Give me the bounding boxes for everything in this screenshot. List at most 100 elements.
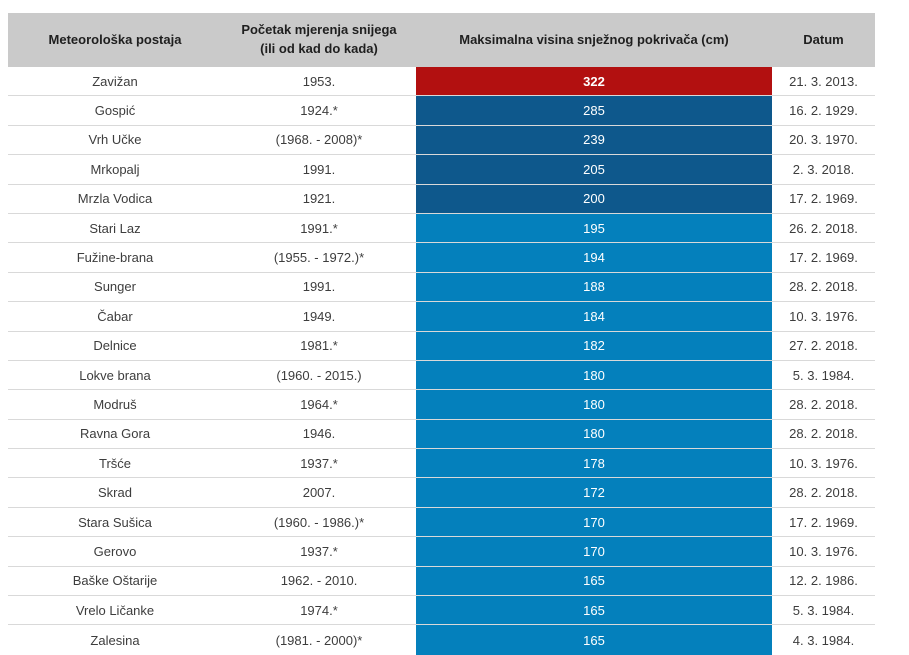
table-row: Gospić 1924.* 285 16. 2. 1929. (8, 96, 875, 126)
date-cell: 27. 2. 2018. (789, 338, 858, 354)
header-station-label: Meteorološka postaja (48, 31, 182, 47)
value-bar: 322 (416, 67, 772, 96)
period-cell: 1962. - 2010. (280, 573, 358, 589)
value-bar: 165 (416, 596, 772, 625)
table-row: Zalesina (1981. - 2000)* 165 4. 3. 1984. (8, 625, 875, 655)
table-row: Stara Sušica (1960. - 1986.)* 170 17. 2.… (8, 507, 875, 538)
date-cell: 10. 3. 1976. (789, 455, 858, 471)
header-max-snow-label: Maksimalna visina snježnog pokrivača (cm… (459, 31, 729, 47)
period-cell: (1981. - 2000)* (275, 632, 363, 648)
table-row: Mrzla Vodica 1921. 200 17. 2. 1969. (8, 184, 875, 214)
value-bar: 195 (416, 213, 772, 243)
value-bar: 180 (416, 390, 772, 419)
station-cell: Tršće (98, 455, 132, 471)
table-row: Tršće 1937.* 178 10. 3. 1976. (8, 449, 875, 479)
station-cell: Delnice (93, 338, 137, 354)
station-cell: Lokve brana (79, 367, 151, 383)
value-bar: 170 (416, 537, 772, 566)
table-row: Sunger 1991. 188 28. 2. 2018. (8, 272, 875, 303)
table-row: Gerovo 1937.* 170 10. 3. 1976. (8, 537, 875, 567)
period-cell: (1960. - 2015.) (276, 367, 362, 383)
station-cell: Čabar (97, 308, 133, 324)
header-max-snow: Maksimalna visina snježnog pokrivača (cm… (416, 13, 772, 67)
value-bar: 180 (416, 360, 772, 390)
value-bar: 180 (416, 419, 772, 449)
period-cell: (1968. - 2008)* (275, 132, 363, 148)
date-cell: 10. 3. 1976. (789, 308, 858, 324)
station-cell: Zavižan (92, 73, 138, 89)
station-cell: Gospić (94, 103, 136, 119)
period-cell: 1937.* (300, 543, 338, 559)
table-row: Mrkopalj 1991. 205 2. 3. 2018. (8, 155, 875, 185)
value-bar: 188 (416, 272, 772, 302)
date-cell: 4. 3. 1984. (792, 632, 855, 648)
station-cell: Ravna Gora (79, 426, 151, 442)
date-cell: 28. 2. 2018. (789, 279, 858, 295)
period-cell: (1955. - 1972.)* (273, 250, 365, 266)
table-row: Čabar 1949. 184 10. 3. 1976. (8, 302, 875, 332)
station-cell: Baške Oštarije (72, 573, 158, 589)
date-cell: 5. 3. 1984. (792, 602, 855, 618)
value-bar: 170 (416, 507, 772, 537)
period-cell: 1991.* (300, 220, 338, 236)
header-date-label: Datum (803, 31, 844, 47)
period-cell: 1974.* (300, 602, 338, 618)
station-cell: Stara Sušica (78, 514, 152, 530)
period-cell: 1964.* (300, 396, 338, 412)
station-cell: Zalesina (90, 632, 140, 648)
period-cell: (1960. - 1986.)* (273, 514, 365, 530)
station-cell: Skrad (98, 485, 132, 501)
header-period: Početak mjerenja snijega (ili od kad do … (222, 13, 416, 67)
station-cell: Vrelo Ličanke (75, 602, 155, 618)
value-bar: 285 (416, 96, 772, 125)
header-period-line2: (ili od kad do kada) (260, 41, 378, 56)
value-bar: 184 (416, 302, 772, 331)
table-row: Fužine-brana (1955. - 1972.)* 194 17. 2.… (8, 243, 875, 273)
station-cell: Mrkopalj (90, 161, 140, 177)
date-cell: 10. 3. 1976. (789, 543, 858, 559)
value-bar: 172 (416, 478, 772, 507)
date-cell: 5. 3. 1984. (792, 367, 855, 383)
table-row: Delnice 1981.* 182 27. 2. 2018. (8, 331, 875, 361)
value-bar: 165 (416, 625, 772, 655)
period-cell: 1937.* (300, 455, 338, 471)
table-body: Zavižan 1953. 322 21. 3. 2013. Gospić 19… (8, 67, 875, 655)
snow-depth-table: Meteorološka postaja Početak mjerenja sn… (8, 13, 875, 655)
period-cell: 1991. (302, 279, 336, 295)
date-cell: 26. 2. 2018. (789, 220, 858, 236)
date-cell: 2. 3. 2018. (792, 161, 855, 177)
value-bar: 182 (416, 331, 772, 360)
period-cell: 1981.* (300, 338, 338, 354)
value-bar: 239 (416, 125, 772, 155)
date-cell: 21. 3. 2013. (789, 73, 858, 89)
table-row: Vrelo Ličanke 1974.* 165 5. 3. 1984. (8, 596, 875, 626)
date-cell: 28. 2. 2018. (789, 485, 858, 501)
value-bar: 205 (416, 155, 772, 184)
value-bar: 194 (416, 243, 772, 272)
value-bar: 165 (416, 566, 772, 596)
date-cell: 17. 2. 1969. (789, 250, 858, 266)
table-header-row: Meteorološka postaja Početak mjerenja sn… (8, 13, 875, 67)
station-cell: Modruš (93, 396, 137, 412)
header-station: Meteorološka postaja (8, 13, 222, 67)
table-row: Modruš 1964.* 180 28. 2. 2018. (8, 390, 875, 420)
period-cell: 1946. (302, 426, 336, 442)
header-date: Datum (772, 13, 875, 67)
header-period-line1: Početak mjerenja snijega (241, 22, 397, 38)
period-cell: 2007. (302, 485, 336, 501)
period-cell: 1991. (302, 161, 336, 177)
period-cell: 1921. (302, 191, 336, 207)
value-bar: 178 (416, 449, 772, 478)
date-cell: 28. 2. 2018. (789, 426, 858, 442)
date-cell: 17. 2. 1969. (789, 191, 858, 207)
value-bar: 200 (416, 184, 772, 213)
table-row: Skrad 2007. 172 28. 2. 2018. (8, 478, 875, 508)
date-cell: 12. 2. 1986. (789, 573, 858, 589)
station-cell: Stari Laz (89, 220, 141, 236)
date-cell: 16. 2. 1929. (789, 103, 858, 119)
station-cell: Vrh Učke (88, 132, 142, 148)
table-row: Lokve brana (1960. - 2015.) 180 5. 3. 19… (8, 360, 875, 391)
table-row: Baške Oštarije 1962. - 2010. 165 12. 2. … (8, 566, 875, 597)
table-row: Vrh Učke (1968. - 2008)* 239 20. 3. 1970… (8, 125, 875, 156)
station-cell: Fužine-brana (76, 250, 154, 266)
